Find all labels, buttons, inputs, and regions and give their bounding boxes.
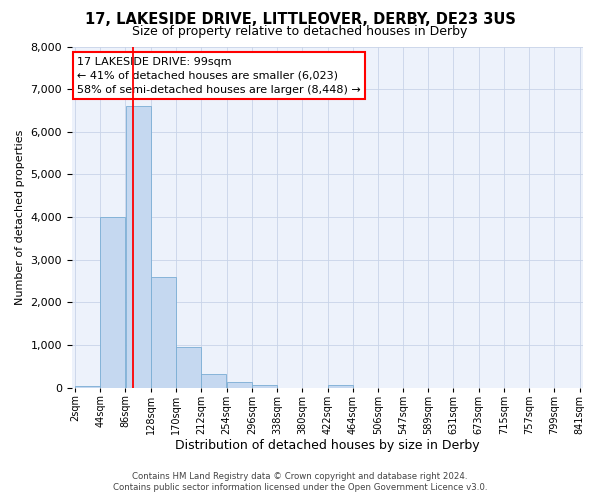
Y-axis label: Number of detached properties: Number of detached properties — [15, 130, 25, 304]
Bar — [100, 217, 125, 388]
Text: Size of property relative to detached houses in Derby: Size of property relative to detached ho… — [133, 25, 467, 38]
Text: Contains HM Land Registry data © Crown copyright and database right 2024.
Contai: Contains HM Land Registry data © Crown c… — [113, 472, 487, 492]
Bar — [176, 347, 201, 388]
Bar — [125, 106, 151, 388]
Bar — [252, 386, 277, 388]
Bar — [328, 386, 353, 388]
Bar — [227, 382, 251, 388]
Bar — [202, 374, 226, 388]
Bar — [75, 386, 100, 388]
Text: 17 LAKESIDE DRIVE: 99sqm
← 41% of detached houses are smaller (6,023)
58% of sem: 17 LAKESIDE DRIVE: 99sqm ← 41% of detach… — [77, 56, 361, 94]
Text: 17, LAKESIDE DRIVE, LITTLEOVER, DERBY, DE23 3US: 17, LAKESIDE DRIVE, LITTLEOVER, DERBY, D… — [85, 12, 515, 28]
Bar — [151, 276, 176, 388]
X-axis label: Distribution of detached houses by size in Derby: Distribution of detached houses by size … — [175, 440, 479, 452]
